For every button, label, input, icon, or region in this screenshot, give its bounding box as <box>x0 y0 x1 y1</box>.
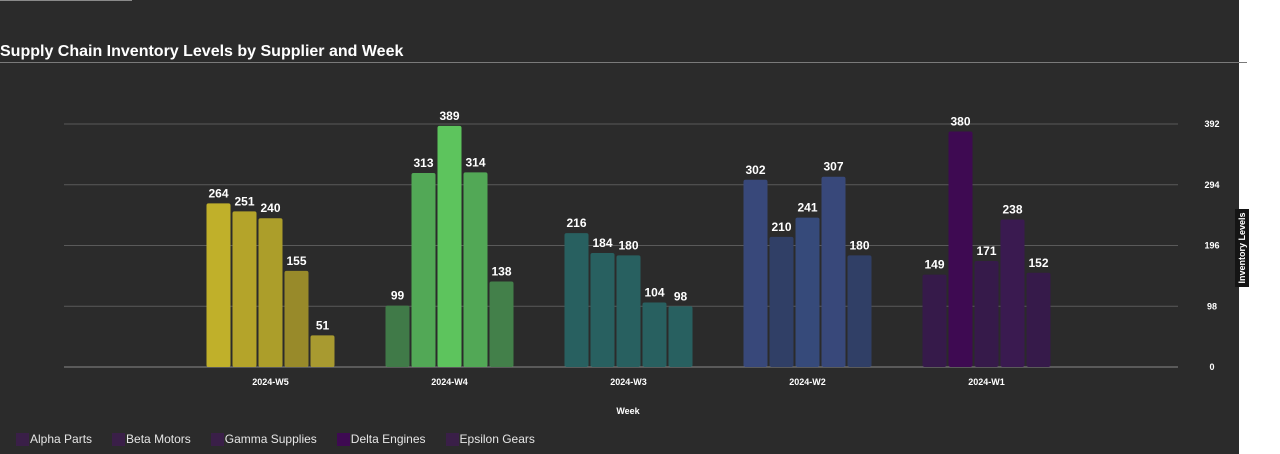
data-label: 216 <box>566 216 586 230</box>
x-tick-label: 2024-W1 <box>968 377 1005 387</box>
data-label: 241 <box>797 201 817 215</box>
bar[interactable] <box>310 335 335 367</box>
legend-item[interactable]: Epsilon Gears <box>445 432 535 446</box>
bar[interactable] <box>769 236 794 367</box>
x-tick-label: 2024-W5 <box>252 377 289 387</box>
bar[interactable] <box>847 255 872 367</box>
bar[interactable] <box>795 217 820 367</box>
data-label: 51 <box>316 318 330 332</box>
bar[interactable] <box>437 125 462 367</box>
x-tick-label: 2024-W4 <box>431 377 468 387</box>
y-tick-label: 98 <box>1207 301 1217 311</box>
bar[interactable] <box>590 252 615 367</box>
bar[interactable] <box>1000 219 1025 367</box>
legend: Alpha Parts Beta Motors Gamma Supplies Delt… <box>16 431 555 447</box>
legend-item[interactable]: Gamma Supplies <box>210 432 317 446</box>
bar[interactable] <box>385 305 410 367</box>
y-tick-label: 392 <box>1204 119 1219 129</box>
y-axis-title: Inventory Levels <box>1237 212 1247 283</box>
x-tick-label: 2024-W2 <box>789 377 826 387</box>
bar[interactable] <box>974 260 999 367</box>
data-label: 264 <box>208 186 228 200</box>
bar[interactable] <box>948 131 973 367</box>
bar[interactable] <box>821 176 846 367</box>
data-label: 240 <box>260 201 280 215</box>
data-labels: 264 251 240 155 51 99 313 389 314 138 216 184 180 104… <box>208 109 1048 333</box>
data-label: 380 <box>950 114 970 128</box>
legend-item[interactable]: Delta Engines <box>336 432 426 446</box>
bar[interactable] <box>489 281 514 367</box>
bar[interactable] <box>284 270 309 367</box>
data-label: 307 <box>823 160 843 174</box>
bar[interactable] <box>743 179 768 367</box>
bar[interactable] <box>411 172 436 367</box>
bar[interactable] <box>922 274 947 367</box>
data-label: 302 <box>745 163 765 177</box>
data-label: 184 <box>592 236 612 250</box>
legend-swatch <box>210 432 224 446</box>
bar[interactable] <box>206 203 231 367</box>
y-axis-title-group: Inventory Levels <box>1235 209 1249 287</box>
bar[interactable] <box>463 172 488 367</box>
bar[interactable] <box>258 218 283 367</box>
data-label: 171 <box>976 244 996 258</box>
legend-label: Delta Engines <box>350 432 426 446</box>
y-tick-label: 196 <box>1204 241 1219 251</box>
legend-label: Gamma Supplies <box>224 432 317 446</box>
y-tick-label: 0 <box>1209 362 1214 372</box>
legend-swatch <box>336 432 350 446</box>
data-label: 210 <box>771 220 791 234</box>
data-label: 238 <box>1002 202 1022 216</box>
legend-label: Epsilon Gears <box>459 432 535 446</box>
data-label: 389 <box>439 109 459 123</box>
data-label: 155 <box>286 254 306 268</box>
bar[interactable] <box>1026 272 1051 367</box>
x-tick-label: 2024-W3 <box>610 377 647 387</box>
bar[interactable] <box>232 211 257 367</box>
data-label: 180 <box>849 238 869 252</box>
legend-swatch <box>445 432 459 446</box>
data-label: 98 <box>674 289 688 303</box>
legend-label: Beta Motors <box>126 432 191 446</box>
data-label: 138 <box>491 264 511 278</box>
data-label: 180 <box>618 238 638 252</box>
bar[interactable] <box>668 306 693 367</box>
legend-item[interactable]: Beta Motors <box>112 432 191 446</box>
data-label: 152 <box>1028 256 1048 270</box>
legend-swatch <box>112 432 126 446</box>
data-label: 313 <box>413 156 433 170</box>
data-label: 149 <box>924 258 944 272</box>
chart-title: Supply Chain Inventory Levels by Supplie… <box>0 43 404 60</box>
bars <box>206 125 1051 367</box>
bar[interactable] <box>642 302 667 367</box>
x-axis-title: Week <box>616 406 640 416</box>
data-label: 99 <box>391 289 405 303</box>
legend-item[interactable]: Alpha Parts <box>16 432 92 446</box>
data-label: 314 <box>465 155 485 169</box>
y-tick-label: 294 <box>1204 180 1219 190</box>
top-tab-indicator <box>0 0 132 1</box>
title-divider <box>0 62 1247 63</box>
legend-swatch <box>16 432 29 446</box>
data-label: 104 <box>644 286 664 300</box>
bar[interactable] <box>564 233 589 367</box>
bar[interactable] <box>616 255 641 367</box>
axes: 0 98 196 294 392 2024-W5 2024-W4 2024-W3 2024-W2… <box>252 119 1219 387</box>
data-label: 251 <box>234 194 254 208</box>
legend-label: Alpha Parts <box>30 432 93 446</box>
